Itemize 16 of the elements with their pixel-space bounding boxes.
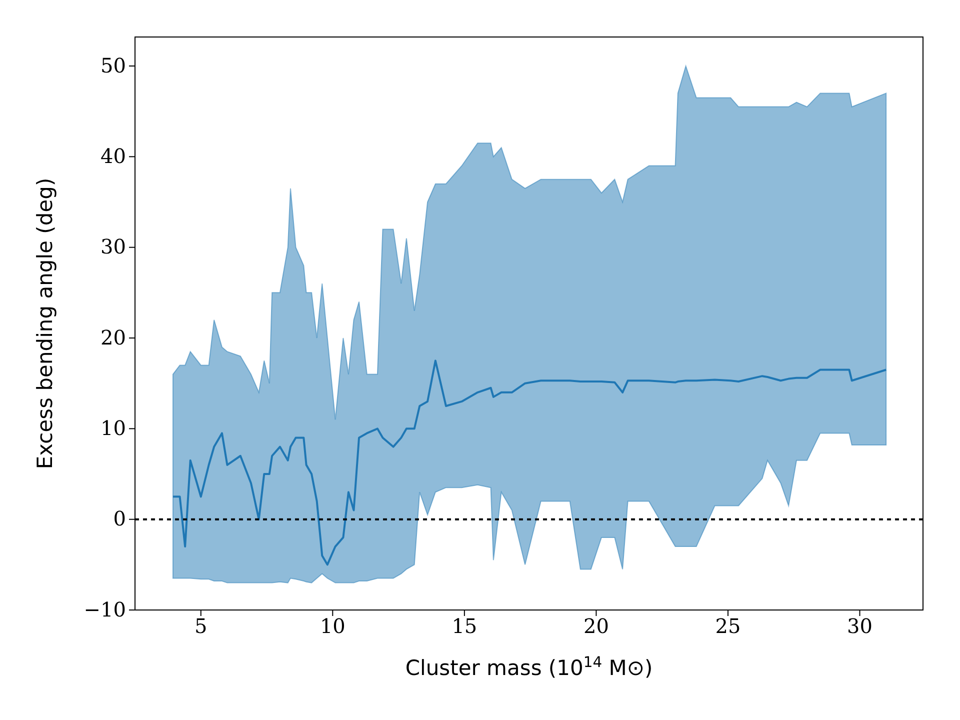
- y-axis-title: Excess bending angle (deg): [33, 178, 57, 470]
- x-tick-label: 20: [583, 614, 609, 638]
- y-tick-label: −10: [84, 597, 126, 622]
- x-tick-label: 10: [320, 614, 346, 638]
- y-tick-label: 50: [100, 53, 126, 78]
- line-series: [172, 360, 888, 566]
- y-tick-label: 40: [100, 144, 126, 168]
- y-tick-label: 30: [100, 234, 126, 259]
- x-tick-label: 5: [194, 614, 208, 638]
- y-tick-label: 10: [100, 416, 126, 440]
- y-tick-label: 20: [100, 325, 126, 350]
- x-tick-label: 30: [847, 614, 872, 638]
- x-tick-label: 25: [715, 614, 741, 638]
- y-tick-label: 0: [113, 506, 126, 531]
- x-tick-label: 15: [452, 614, 478, 638]
- x-axis-title: Cluster mass (10$^{14}$ M⊙): [405, 654, 653, 680]
